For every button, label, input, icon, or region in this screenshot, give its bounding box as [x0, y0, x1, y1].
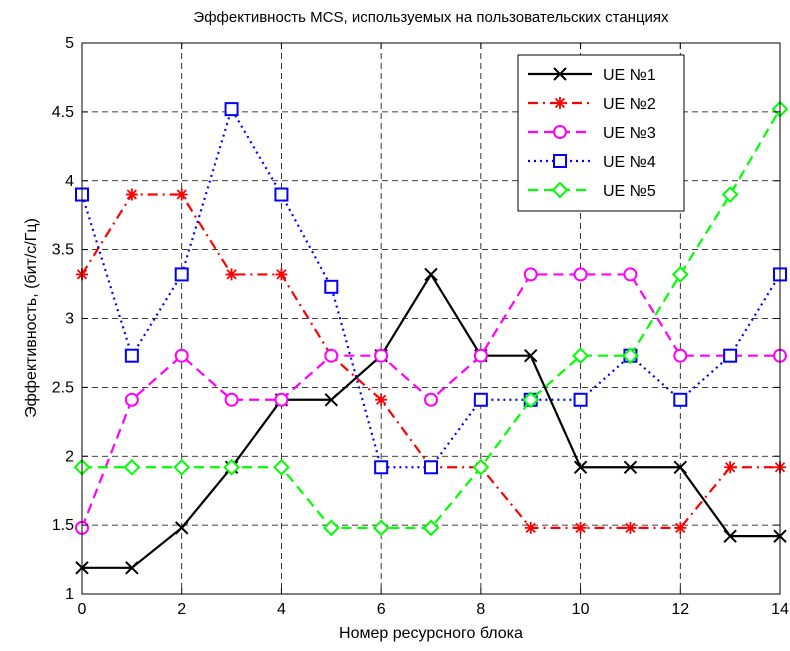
- data-point: [424, 460, 438, 475]
- y-tick-label: 1: [65, 586, 74, 603]
- data-point: [573, 392, 588, 407]
- data-point: [522, 391, 540, 409]
- y-tick-label: 3: [65, 311, 74, 328]
- y-axis-label: Эффективность, (бит/с/Гц): [23, 218, 40, 418]
- data-point: [424, 267, 438, 282]
- y-tick-labels: 1 1.5 2 2.5 3 3.5 4 4.5 5: [52, 35, 74, 603]
- data-point: [175, 521, 189, 535]
- x-tick-label: 14: [771, 601, 789, 618]
- data-point: [274, 187, 289, 202]
- data-point: [424, 392, 438, 407]
- data-point: [673, 460, 687, 474]
- data-point: [322, 519, 340, 537]
- data-point: [125, 561, 139, 575]
- x-axis-label: Номер ресурсного блока: [339, 625, 523, 642]
- y-tick-label: 2: [65, 448, 74, 465]
- y-tick-label: 1.5: [52, 517, 74, 534]
- data-point: [223, 458, 240, 476]
- data-point: [553, 67, 567, 81]
- data-point: [173, 458, 191, 476]
- data-point: [472, 458, 490, 476]
- legend-item: UE №2: [528, 96, 656, 113]
- data-point: [724, 461, 737, 474]
- data-point: [324, 393, 338, 407]
- legend-item: UE №4: [528, 154, 656, 171]
- data-point: [623, 267, 638, 282]
- data-point: [174, 348, 189, 363]
- data-point: [324, 348, 339, 363]
- ticks: [81, 42, 781, 595]
- data-point: [372, 519, 390, 537]
- legend-box: [517, 54, 685, 212]
- y-tick-label: 5: [65, 35, 74, 52]
- x-tick-label: 8: [476, 601, 485, 618]
- data-point: [125, 188, 138, 201]
- data-point: [723, 529, 737, 543]
- x-tick-label: 4: [277, 601, 286, 618]
- data-point: [175, 188, 188, 201]
- data-point: [574, 521, 587, 534]
- x-tick-label: 2: [177, 601, 186, 618]
- legend-label: UE №4: [603, 154, 656, 171]
- x-tick-label: 0: [78, 601, 87, 618]
- data-point: [124, 348, 139, 363]
- data-point: [551, 181, 569, 199]
- data-point: [573, 267, 588, 282]
- legend-item: UE №5: [528, 181, 656, 200]
- data-point: [273, 458, 290, 476]
- data-point: [624, 521, 637, 534]
- data-point: [573, 460, 588, 474]
- series-5: [73, 100, 789, 537]
- x-tick-labels: 0 2 4 6 8 10 12 14: [78, 601, 789, 618]
- legend-label: UE №5: [603, 183, 656, 200]
- data-point: [622, 347, 639, 365]
- data-point: [674, 521, 687, 534]
- legend-label: UE №2: [603, 96, 656, 113]
- data-point: [274, 392, 289, 407]
- y-tick-label: 4.5: [52, 104, 74, 121]
- data-point: [671, 266, 689, 283]
- data-point: [721, 186, 739, 203]
- data-point: [673, 392, 688, 407]
- data-point: [275, 268, 288, 281]
- chart-title: Эффективность MCS, используемых на польз…: [193, 9, 669, 26]
- y-tick-label: 2.5: [52, 379, 74, 396]
- data-point: [524, 348, 538, 363]
- data-point: [324, 279, 339, 294]
- x-tick-label: 12: [671, 601, 689, 618]
- x-tick-label: 10: [572, 601, 590, 618]
- data-point: [623, 460, 638, 474]
- legend-label: UE №3: [603, 125, 656, 142]
- data-point: [523, 267, 538, 282]
- data-point: [553, 154, 567, 168]
- data-point: [225, 268, 238, 281]
- data-point: [473, 348, 488, 363]
- data-point: [375, 393, 388, 406]
- data-point: [422, 519, 440, 537]
- data-point: [224, 392, 239, 407]
- data-point: [553, 125, 567, 139]
- legend-label: UE №1: [603, 67, 656, 84]
- legend-item: UE №3: [528, 125, 656, 142]
- data-point: [554, 97, 566, 109]
- legend: UE №1 UE №2 UE №3 UE №4 UE №5: [517, 54, 685, 212]
- data-point: [174, 267, 189, 282]
- data-point: [723, 348, 738, 363]
- y-tick-label: 4: [65, 173, 74, 190]
- data-point: [374, 348, 389, 363]
- y-tick-label: 3.5: [52, 242, 74, 259]
- data-point: [374, 460, 389, 475]
- data-point: [124, 392, 139, 407]
- data-point: [123, 458, 141, 476]
- legend-item: UE №1: [528, 67, 656, 84]
- data-point: [224, 102, 239, 117]
- data-point: [673, 348, 688, 363]
- data-point: [473, 392, 488, 407]
- x-tick-label: 6: [377, 601, 386, 618]
- data-point: [572, 347, 589, 365]
- data-point: [524, 521, 537, 534]
